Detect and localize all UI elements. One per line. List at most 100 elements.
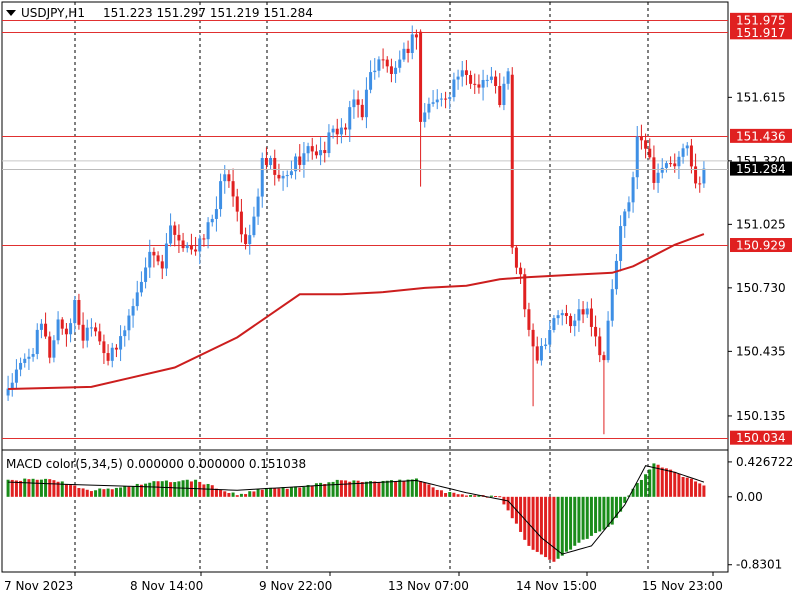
candle-body: [206, 222, 210, 240]
candle-body: [327, 132, 331, 154]
candle-body: [439, 98, 443, 100]
macd-histogram-bar: [239, 493, 243, 497]
candle-body: [210, 218, 214, 223]
candle-body: [202, 238, 206, 240]
macd-histogram-bar: [23, 478, 27, 497]
level-tag-box: [730, 430, 792, 445]
candle-body: [414, 34, 418, 38]
candle-body: [356, 99, 360, 105]
moving-average-line: [8, 233, 705, 391]
candle-body: [519, 267, 523, 275]
macd-histogram-bar: [331, 481, 335, 497]
candle-body: [523, 274, 527, 310]
candle-body: [14, 369, 18, 383]
candle-body: [52, 340, 56, 358]
candle-body: [539, 345, 543, 361]
macd-histogram-bar: [385, 480, 389, 497]
candle-body: [623, 211, 627, 227]
candle-body: [394, 67, 398, 74]
macd-histogram-bar: [31, 478, 35, 497]
macd-histogram-bar: [135, 483, 139, 497]
candle-body: [619, 226, 623, 261]
macd-histogram-bar: [14, 480, 18, 497]
candle-body: [585, 308, 589, 315]
macd-histogram-bar: [598, 496, 602, 532]
candle-body: [598, 336, 602, 356]
candle-body: [427, 103, 431, 113]
macd-histogram-bar: [585, 496, 589, 539]
time-tick-label: 7 Nov 2023: [4, 579, 73, 593]
candlesticks: [6, 25, 706, 435]
candle-body: [44, 323, 48, 337]
candle-body: [606, 320, 610, 361]
candle-body: [119, 336, 123, 350]
candle-body: [469, 75, 473, 84]
current-price-label: 151.284: [736, 162, 786, 176]
level-tag-label: 150.929: [736, 239, 786, 253]
macd-histogram-bar: [73, 485, 77, 497]
macd-tick-label: -0.8301: [736, 558, 782, 572]
macd-histogram-bar: [281, 487, 285, 497]
macd-histogram-bar: [644, 474, 648, 497]
macd-histogram-bar: [510, 496, 514, 519]
candle-body: [506, 71, 510, 84]
macd-histogram-bar: [685, 477, 689, 497]
candle-body: [560, 313, 564, 316]
macd-histogram-bar: [156, 481, 160, 497]
candle-body: [39, 323, 43, 330]
candle-body: [256, 196, 260, 217]
candle-body: [448, 97, 452, 99]
candle-body: [56, 319, 60, 341]
macd-histogram-bar: [502, 496, 506, 505]
macd-histogram-bar: [610, 496, 614, 525]
macd-histogram-bar: [456, 494, 460, 497]
candle-body: [610, 289, 614, 321]
macd-histogram-bar: [94, 490, 98, 497]
price-axis-labels: 151.615151.320151.025150.730150.435150.1…: [728, 90, 786, 423]
macd-axis-labels: 0.426722 0.00 -0.8301: [728, 455, 793, 572]
candle-body: [231, 181, 235, 197]
candle-body: [510, 74, 514, 248]
macd-histogram-bar: [102, 489, 106, 497]
macd-histogram-bar: [702, 485, 706, 497]
macd-histogram-bar: [210, 485, 214, 497]
macd-histogram-bar: [223, 491, 227, 497]
candle-body: [77, 299, 81, 325]
candle-body: [339, 127, 343, 135]
macd-histogram-bar: [252, 491, 256, 497]
macd-histogram-bar: [398, 479, 402, 497]
candle-body: [689, 145, 693, 167]
macd-histogram-bar: [127, 486, 131, 497]
macd-histogram-bar: [377, 482, 381, 497]
candle-body: [198, 238, 202, 252]
macd-histogram-bar: [69, 485, 73, 497]
candle-body: [485, 79, 489, 81]
macd-histogram-bar: [27, 479, 31, 497]
macd-histogram-bar: [248, 491, 252, 497]
macd-histogram-bar: [10, 479, 14, 497]
macd-histogram-bar: [106, 488, 110, 497]
candle-body: [481, 79, 485, 88]
candle-body: [223, 174, 227, 182]
candle-body: [698, 183, 702, 185]
price-tick-label: 151.025: [736, 217, 786, 231]
macd-histogram-bar: [19, 480, 23, 497]
macd-histogram-bar: [44, 478, 48, 497]
time-tick-label: 9 Nov 22:00: [259, 579, 332, 593]
macd-histogram-bar: [306, 484, 310, 497]
candle-body: [673, 163, 677, 167]
macd-histogram-bar: [206, 483, 210, 497]
macd-histogram-bar: [269, 487, 273, 497]
macd-histogram-bar: [477, 495, 481, 497]
dropdown-triangle-icon[interactable]: [6, 10, 16, 16]
macd-histogram-bar: [285, 488, 289, 497]
candle-body: [227, 174, 231, 182]
macd-histogram: [6, 463, 706, 562]
candle-body: [89, 327, 93, 329]
candle-body: [664, 163, 668, 168]
time-axis-labels: 7 Nov 2023 8 Nov 14:00 9 Nov 22:00 13 Nov 0…: [4, 572, 723, 593]
candle-body: [385, 59, 389, 67]
candle-body: [114, 347, 118, 350]
macd-signal-line: [8, 465, 705, 555]
